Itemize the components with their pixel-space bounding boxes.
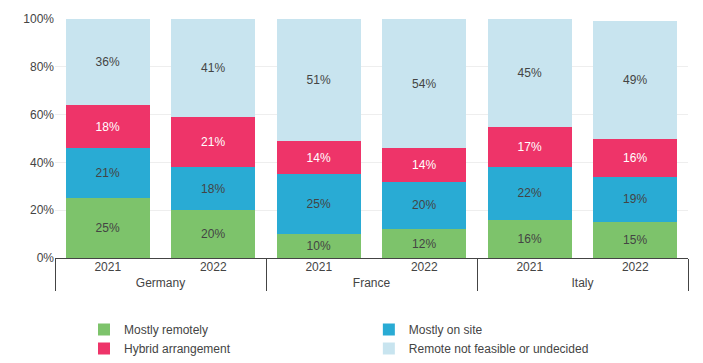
- svg-text:2021: 2021: [94, 260, 121, 274]
- svg-text:2021: 2021: [516, 260, 543, 274]
- svg-text:41%: 41%: [201, 61, 225, 75]
- svg-text:21%: 21%: [96, 166, 120, 180]
- svg-text:54%: 54%: [412, 77, 436, 91]
- svg-text:2021: 2021: [305, 260, 332, 274]
- svg-text:16%: 16%: [623, 151, 647, 165]
- svg-text:16%: 16%: [518, 232, 542, 246]
- svg-text:10%: 10%: [307, 239, 331, 253]
- svg-text:Hybrid arrangement: Hybrid arrangement: [124, 342, 231, 356]
- svg-text:19%: 19%: [623, 192, 647, 206]
- svg-text:60%: 60%: [30, 108, 54, 122]
- svg-text:Mostly remotely: Mostly remotely: [124, 323, 208, 337]
- svg-text:51%: 51%: [307, 73, 331, 87]
- svg-text:25%: 25%: [96, 221, 120, 235]
- svg-text:100%: 100%: [23, 12, 54, 26]
- svg-text:22%: 22%: [518, 186, 542, 200]
- svg-text:20%: 20%: [30, 203, 54, 217]
- svg-text:2022: 2022: [622, 260, 649, 274]
- svg-text:20%: 20%: [201, 227, 225, 241]
- svg-text:21%: 21%: [201, 135, 225, 149]
- svg-text:45%: 45%: [518, 66, 542, 80]
- svg-text:80%: 80%: [30, 60, 54, 74]
- svg-text:Italy: Italy: [571, 276, 593, 290]
- svg-text:14%: 14%: [307, 151, 331, 165]
- svg-text:Mostly on site: Mostly on site: [409, 323, 483, 337]
- svg-text:Remote not feasible or undecid: Remote not feasible or undecided: [409, 342, 588, 356]
- svg-text:20%: 20%: [412, 198, 436, 212]
- svg-text:2022: 2022: [200, 260, 227, 274]
- svg-text:Germany: Germany: [136, 276, 185, 290]
- svg-text:18%: 18%: [96, 120, 120, 134]
- svg-text:14%: 14%: [412, 158, 436, 172]
- svg-text:12%: 12%: [412, 237, 436, 251]
- svg-text:France: France: [353, 276, 391, 290]
- svg-text:17%: 17%: [518, 140, 542, 154]
- svg-text:40%: 40%: [30, 156, 54, 170]
- svg-text:15%: 15%: [623, 233, 647, 247]
- svg-text:36%: 36%: [96, 55, 120, 69]
- svg-text:49%: 49%: [623, 73, 647, 87]
- svg-text:2022: 2022: [411, 260, 438, 274]
- svg-text:18%: 18%: [201, 182, 225, 196]
- svg-text:0%: 0%: [37, 251, 55, 265]
- svg-text:25%: 25%: [307, 197, 331, 211]
